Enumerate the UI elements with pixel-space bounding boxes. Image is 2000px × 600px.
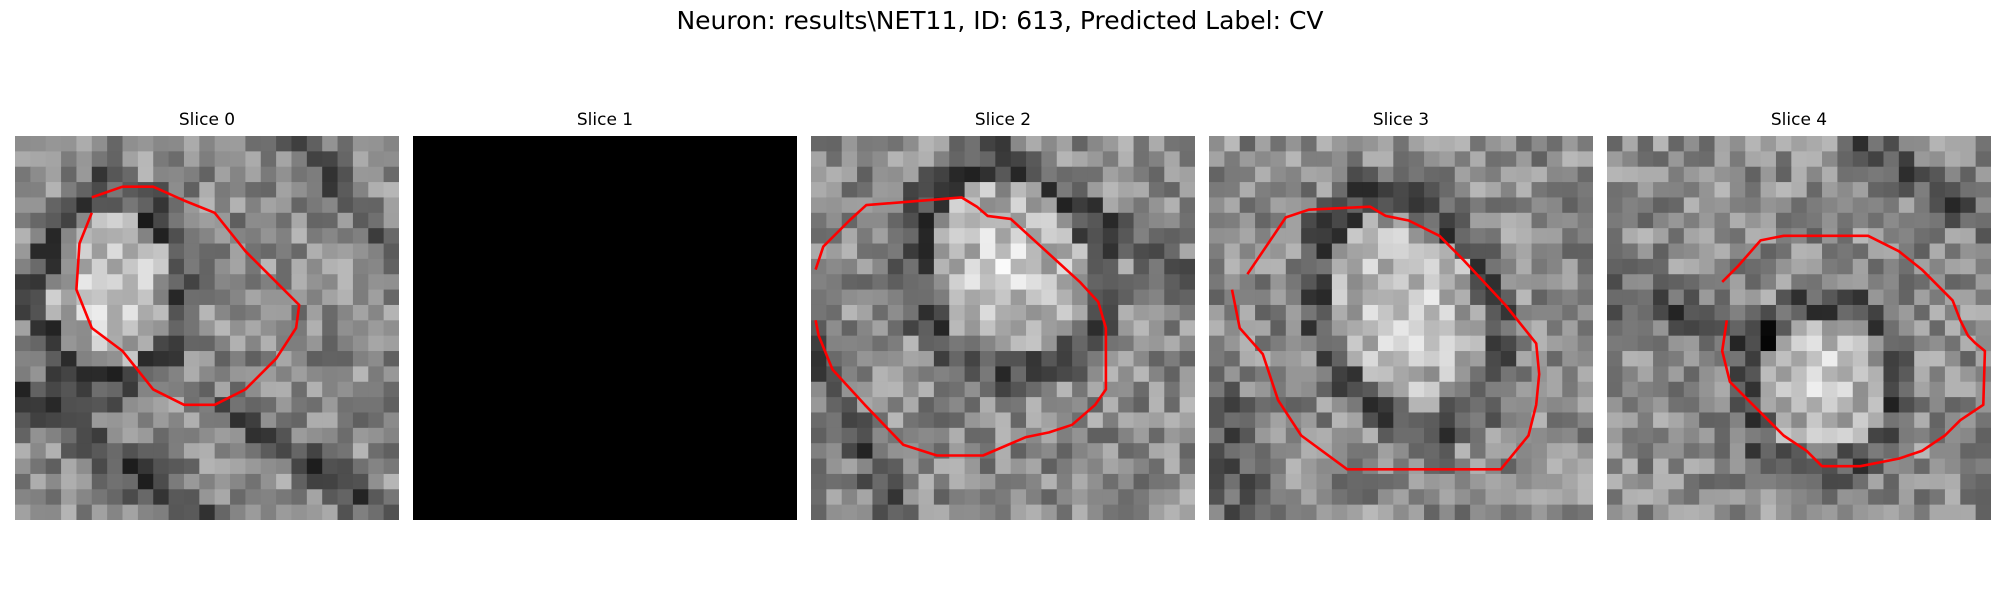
panel-slice-4: Slice 4: [1607, 108, 1991, 520]
panel-title: Slice 2: [974, 110, 1032, 130]
panel-title: Slice 3: [1372, 110, 1430, 130]
segmentation-contour: [75, 185, 301, 407]
segmentation-contour: [814, 196, 1108, 457]
pixel-grid: [811, 136, 1195, 520]
figure-title: Neuron: results\NET11, ID: 613, Predicte…: [676, 6, 1324, 35]
slice-image: [811, 136, 1195, 520]
slice-image: [1607, 136, 1991, 520]
pixel-grid: [1209, 136, 1593, 520]
segmentation-contour: [1230, 205, 1541, 471]
panel-title: Slice 0: [178, 110, 236, 130]
slice-image: [1209, 136, 1593, 520]
panel-slice-0: Slice 0: [15, 108, 399, 520]
pixel-grid: [1607, 136, 1991, 520]
blank-slice: [413, 136, 797, 520]
panel-title: Slice 1: [576, 110, 634, 130]
slice-image: [413, 136, 797, 520]
pixel-grid: [15, 136, 399, 520]
panel-title: Slice 4: [1770, 110, 1828, 130]
panel-slice-2: Slice 2: [811, 108, 1195, 520]
slice-image: [15, 136, 399, 520]
panel-slice-3: Slice 3: [1209, 108, 1593, 520]
segmentation-contour: [1720, 234, 1987, 468]
panel-slice-1: Slice 1: [413, 108, 797, 520]
